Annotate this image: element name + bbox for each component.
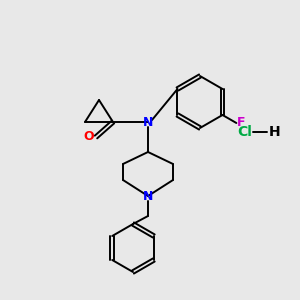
Text: N: N [143, 116, 153, 128]
Text: O: O [84, 130, 94, 143]
Text: N: N [143, 190, 153, 202]
Text: Cl: Cl [238, 125, 252, 139]
Text: H: H [269, 125, 281, 139]
Text: F: F [237, 116, 246, 130]
